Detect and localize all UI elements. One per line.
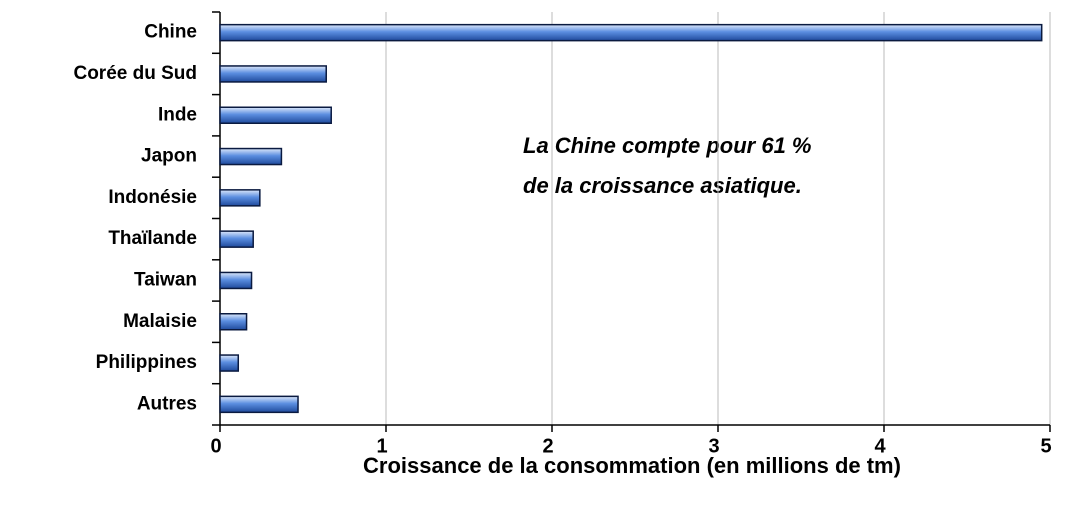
bar: [219, 230, 254, 248]
bar: [219, 189, 261, 207]
bar: [219, 106, 332, 124]
y-tick-label: Corée du Sud: [73, 63, 197, 84]
bar: [219, 65, 327, 83]
y-tick-label: Chine: [144, 22, 197, 43]
y-tick-label: Thaïlande: [108, 228, 197, 249]
x-axis-title: Croissance de la consommation (en millio…: [363, 453, 901, 478]
bar: [219, 271, 253, 290]
y-tick-label: Taiwan: [134, 269, 197, 290]
x-tick-label: 2: [542, 435, 553, 457]
bar: [219, 23, 1043, 42]
y-tick-label: Inde: [158, 104, 197, 125]
bar: [219, 147, 283, 166]
bar: [219, 395, 299, 414]
x-tick-label: 1: [376, 435, 387, 457]
y-tick-label: Philippines: [96, 352, 197, 373]
x-tick-label: 3: [708, 435, 719, 457]
x-tick-label: 4: [874, 435, 886, 457]
y-tick-label: Indonésie: [108, 187, 197, 208]
y-tick-label: Malaisie: [123, 311, 197, 332]
y-tick-label: Japon: [141, 146, 197, 167]
y-tick-label: Autres: [137, 393, 197, 414]
x-tick-label: 0: [210, 435, 221, 457]
x-tick-label: 5: [1040, 435, 1051, 457]
bar: [219, 313, 248, 331]
bar: [219, 354, 240, 372]
annotation: La Chine compte pour 61 %: [523, 133, 812, 158]
annotation: de la croissance asiatique.: [523, 173, 802, 198]
